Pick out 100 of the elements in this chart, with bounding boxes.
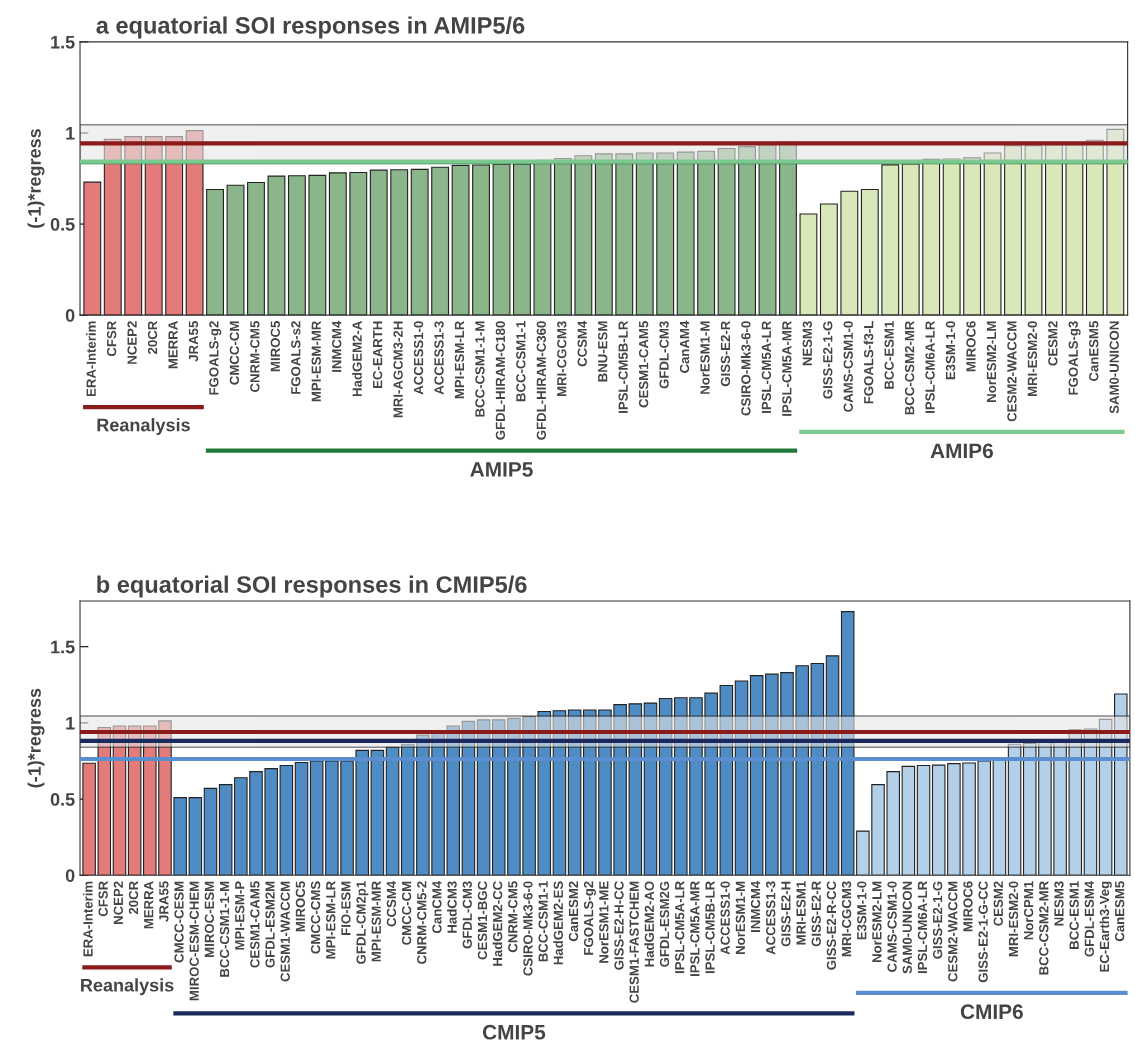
- x-tick-label: IPSL-CM5A-LR: [675, 881, 685, 974]
- x-tick-label: MPI-ESM-P: [235, 881, 245, 950]
- x-tick-label: IPSL-CM5B-LR: [705, 881, 715, 974]
- x-tick-label: NESM3: [1054, 881, 1064, 926]
- x-tick-label: MPI-ESM-LR: [326, 881, 336, 959]
- x-tick-label: ACCESS1-0: [413, 321, 424, 395]
- x-tick-label: MPI-ESM-MR: [311, 320, 321, 402]
- x-tick-label: CNRM-CM5: [508, 881, 518, 953]
- y-axis-title: (-1)*regress: [27, 129, 45, 228]
- x-tick-label: IPSL-CM5A-LR: [761, 320, 772, 413]
- x-tick-label: HadGEM2-CC: [492, 881, 503, 966]
- x-tick-label: GISS-E2-1-G-CC: [978, 881, 988, 983]
- x-tick-label: MIROC5: [295, 881, 306, 932]
- x-tick-label: MIROC-ESM-CHEM: [189, 881, 199, 1001]
- x-tick-label: CFSR: [98, 881, 108, 917]
- x-tick-label: CAMS-CSM1-0: [887, 881, 897, 972]
- x-tick-label: FIO-ESM: [341, 881, 351, 935]
- x-tick-label: CESM2-WACCM: [948, 881, 958, 982]
- x-tick-label: IPSL-CM5B-LR: [618, 320, 628, 413]
- y-tick-label: 0: [65, 869, 75, 883]
- x-tick-label: CESM2: [993, 881, 1003, 926]
- x-tick-label: GISS-E2-R-CC: [826, 881, 837, 970]
- x-tick-label: CanCM4: [432, 880, 442, 934]
- text: CMIP6: [960, 1004, 1023, 1020]
- x-tick-label: CanESM5: [1089, 321, 1099, 382]
- x-tick-label: CCSM4: [386, 880, 397, 927]
- x-tick-label: CNRM-CM5-2: [417, 881, 427, 964]
- x-tick-label: FGOALS-g3: [1068, 321, 1081, 395]
- x-tick-label: MIROC6: [966, 321, 976, 372]
- x-tick-label: GFDL-CM3: [659, 321, 669, 389]
- x-tick-label: NCEP2: [113, 881, 124, 924]
- x-tick-label: JRA55: [188, 321, 199, 362]
- x-tick-label: GISS-E2-R: [720, 320, 731, 387]
- x-tick-label: ERA-Interim: [82, 881, 93, 957]
- x-tick-label: GISS-E2-1-G: [932, 881, 943, 959]
- x-tick-label: SAM0-UNICON: [902, 881, 912, 974]
- y-tick-label: 1: [66, 717, 75, 730]
- x-tick-label: MRI-CGCM3: [557, 321, 567, 397]
- x-tick-label: MRI-ESM2-0: [1027, 321, 1038, 397]
- x-tick-label: SAM0-UNICON: [1109, 321, 1119, 414]
- x-tick-label: GISS-E2-H: [781, 881, 791, 947]
- x-tick-label: CESM1-BGC: [477, 881, 488, 960]
- x-tick-label: GFDL-ESM4: [1084, 880, 1094, 957]
- x-tick-label: CESM1-WACCM: [280, 881, 290, 982]
- x-tick-label: GISS-E2-1-G: [823, 321, 833, 399]
- x-tick-label: MRI-AGCM3-2H: [393, 321, 403, 418]
- x-tick-label: ACCESS1-0: [720, 881, 730, 955]
- x-tick-label: CSIRO-Mk3-6-0: [522, 881, 533, 976]
- chart-title: a equatorial SOI responses in AMIP5/6: [96, 16, 525, 39]
- text: AMIP5: [470, 462, 533, 477]
- x-tick-label: MIROC5: [270, 321, 280, 372]
- x-tick-label: CESM2: [1048, 321, 1058, 366]
- x-tick-label: FGOALS-f3-L: [863, 321, 874, 404]
- x-tick-label: CESM2-WACCM: [1007, 321, 1017, 422]
- y-tick-label: 0: [65, 309, 75, 322]
- x-tick-label: GISS-E2-R: [811, 881, 821, 947]
- x-tick-label: CMCC-CM: [401, 881, 412, 945]
- x-tick-label: GFDL-CM2p1: [356, 881, 369, 964]
- x-tick-label: NESM3: [802, 321, 812, 366]
- x-tick-label: NorESM1-ME: [599, 881, 609, 963]
- x-tick-label: MIROC6: [963, 881, 973, 932]
- x-tick-label: CMCC-CM: [229, 321, 240, 385]
- x-tick-label: CMCC-CMS: [310, 881, 321, 954]
- x-tick-label: CanESM5: [1114, 881, 1125, 942]
- x-tick-label: BCC-CSM2-MR: [904, 320, 915, 415]
- x-tick-label: CFSR: [106, 320, 117, 357]
- x-tick-label: CNRM-CM5: [250, 321, 260, 392]
- x-tick-label: BCC-CSM2-MR: [1039, 881, 1049, 975]
- x-tick-label: CESM1-FASTCHEM: [629, 881, 639, 1003]
- text: CMIP5: [482, 1024, 546, 1040]
- x-tick-label: BCC-ESM1: [884, 321, 894, 389]
- text: Reanalysis: [97, 418, 190, 435]
- x-tick-label: HadGEM2-ES: [553, 881, 563, 965]
- x-tick-label: ERA-Interim: [86, 321, 96, 397]
- x-tick-label: BCC-CSM1-1-M: [475, 321, 485, 417]
- x-tick-label: GFDL-CM3: [462, 881, 472, 949]
- x-tick-label: CCSM4: [577, 320, 587, 367]
- x-tick-label: 20CR: [147, 320, 158, 354]
- x-tick-label: NorESM1-M: [735, 881, 746, 954]
- x-tick-label: GISS-E2-H-CC: [614, 881, 624, 970]
- x-tick-label: ACCESS1-3: [766, 881, 776, 955]
- y-tick-label: 1: [66, 127, 75, 140]
- x-tick-label: GFDL-ESM2G: [659, 881, 670, 967]
- x-tick-label: MPI-ESM-MR: [371, 881, 381, 962]
- x-tick-label: IPSL-CM5A-MR: [690, 881, 700, 976]
- x-tick-label: MRI-ESM1: [796, 881, 806, 945]
- x-tick-label: CSIRO-Mk3-6-0: [740, 321, 751, 416]
- x-tick-label: CanAM4: [679, 320, 690, 373]
- x-tick-label: MRI-ESM2-0: [1008, 881, 1019, 957]
- x-tick-label: 20CR: [128, 881, 139, 915]
- x-tick-label: NorCPM1: [1023, 881, 1034, 940]
- x-tick-label: FGOALS-s2: [291, 321, 301, 394]
- x-tick-label: BNU-ESM: [598, 321, 608, 382]
- x-tick-label: MPI-ESM-LR: [454, 320, 465, 399]
- y-tick-label: 1.5: [51, 36, 75, 49]
- x-tick-label: NCEP2: [127, 321, 137, 364]
- x-tick-label: GFDL-HIRAM-C360: [536, 321, 546, 440]
- x-tick-label: NorESM2-LM: [986, 321, 997, 402]
- x-tick-label: BCC-CSM1-1: [516, 321, 526, 402]
- x-tick-label: EC-Earth3-Veg: [1099, 881, 1112, 972]
